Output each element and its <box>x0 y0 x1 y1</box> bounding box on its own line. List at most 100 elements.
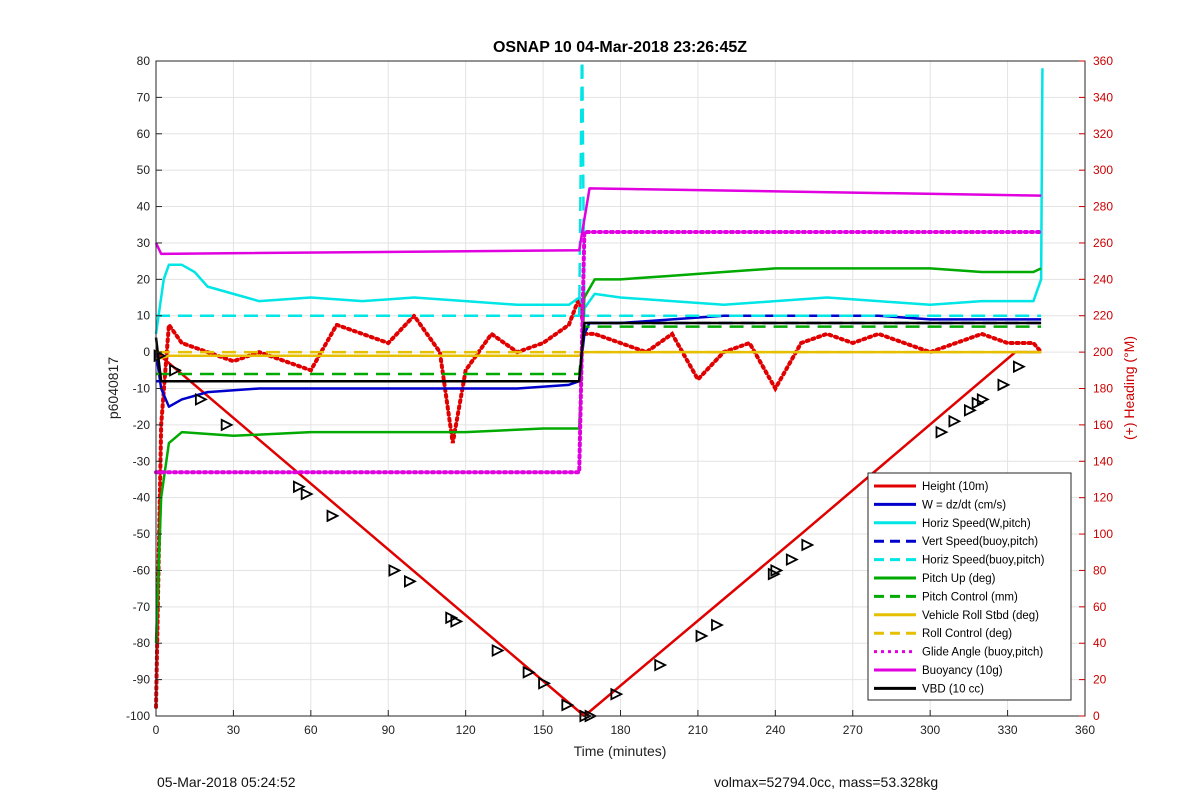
y-axis-label: p6040817 <box>105 357 121 420</box>
legend-label: Vehicle Roll Stbd (deg) <box>922 610 1039 622</box>
series-line-7 <box>155 350 1042 361</box>
y2-tick-label: 320 <box>1093 127 1113 141</box>
y2-tick-label: 100 <box>1093 527 1113 541</box>
y-tick-label: -70 <box>133 600 151 614</box>
y2-axis-ticks: 0 20 40 60 80 100 120 140 160 180 200 220 240 260 280 3… <box>1079 54 1113 723</box>
series-line-11 <box>154 321 1042 383</box>
x-tick-label: 330 <box>998 723 1018 737</box>
height-marker <box>801 538 815 552</box>
y-tick-label: -90 <box>133 673 151 687</box>
y2-tick-label: 300 <box>1093 163 1113 177</box>
y-tick-label: -60 <box>133 563 151 577</box>
x-tick-label: 300 <box>920 723 940 737</box>
y2-tick-label: 280 <box>1093 200 1113 214</box>
y-tick-label: -50 <box>133 527 151 541</box>
y-tick-label: 70 <box>137 90 151 104</box>
height-marker <box>293 480 306 494</box>
height-marker <box>935 425 949 439</box>
y-tick-label: -20 <box>133 418 151 432</box>
height-marker <box>300 487 314 501</box>
legend-label: Pitch Control (mm) <box>922 591 1018 603</box>
height-marker <box>948 414 962 428</box>
legend-label: Buoyancy (10g) <box>922 665 1003 677</box>
volmax-mass-annotation: volmax=52794.0cc, mass=53.328kg <box>714 774 939 790</box>
y-tick-label: 30 <box>137 236 151 250</box>
height-marker <box>610 687 624 701</box>
series-line-10 <box>154 187 1042 256</box>
x-tick-label: 270 <box>843 723 863 737</box>
height-marker <box>194 392 208 406</box>
x-tick-label: 90 <box>382 723 396 737</box>
legend-label: Glide Angle (buoy,pitch) <box>922 647 1043 659</box>
y2-tick-label: 240 <box>1093 272 1113 286</box>
legend-label: W = dz/dt (cm/s) <box>922 499 1006 511</box>
height-marker <box>538 676 552 690</box>
x-tick-label: 210 <box>688 723 708 737</box>
height-marker <box>785 553 799 566</box>
height-marker <box>561 698 575 712</box>
legend-label: Roll Control (deg) <box>922 628 1012 640</box>
y-tick-label: -80 <box>133 636 151 650</box>
y2-tick-label: 80 <box>1093 563 1107 577</box>
series-line-2 <box>154 68 1044 335</box>
legend-label: Horiz Speed(W,pitch) <box>922 518 1031 530</box>
legend-box <box>867 472 1072 701</box>
height-marker <box>654 658 668 672</box>
y-tick-label: 20 <box>137 272 151 286</box>
legend-label: Horiz Speed(buoy,pitch) <box>922 555 1045 567</box>
y2-tick-label: 200 <box>1093 345 1113 359</box>
y2-tick-label: 360 <box>1093 54 1113 68</box>
x-tick-label: 180 <box>610 723 630 737</box>
y2-tick-label: 60 <box>1093 600 1107 614</box>
legend-label: Pitch Up (deg) <box>922 573 996 585</box>
height-marker <box>767 567 781 581</box>
x-tick-label: 0 <box>153 723 160 737</box>
height-marker <box>388 563 402 577</box>
y-tick-label: 50 <box>137 163 151 177</box>
y2-tick-label: 220 <box>1093 309 1113 323</box>
series-lines <box>154 59 1044 718</box>
x-axis-ticks: 0 30 60 90 120 150 180 210 240 270 300 330 360 <box>153 710 1095 737</box>
x-tick-label: 30 <box>227 723 241 737</box>
y-tick-label: -30 <box>133 454 151 468</box>
y2-tick-label: 0 <box>1093 709 1100 723</box>
height-marker <box>963 403 977 417</box>
x-tick-label: 360 <box>1075 723 1095 737</box>
x-tick-label: 150 <box>533 723 553 737</box>
y-tick-label: -40 <box>133 491 151 505</box>
y-tick-label: 0 <box>143 345 150 359</box>
y-tick-label: 10 <box>137 309 151 323</box>
x-axis-label: Time (minutes) <box>574 743 667 759</box>
series-line-5 <box>154 267 1042 644</box>
height-marker <box>976 392 990 406</box>
y2-tick-label: 40 <box>1093 636 1107 650</box>
height-marker <box>220 418 234 432</box>
y2-tick-label: 20 <box>1093 673 1107 687</box>
x-tick-label: 120 <box>456 723 476 737</box>
height-marker <box>491 644 505 657</box>
height-marker <box>169 363 183 377</box>
height-marker <box>770 563 784 577</box>
x-tick-label: 240 <box>765 723 785 737</box>
y-tick-label: 60 <box>137 127 151 141</box>
height-marker <box>522 665 536 679</box>
height-marker <box>695 629 709 643</box>
chart-title: OSNAP 10 04-Mar-2018 23:26:45Z <box>493 39 747 56</box>
y-tick-label: -10 <box>133 382 151 396</box>
legend-label: VBD (10 cc) <box>922 683 984 695</box>
height-marker <box>450 614 464 628</box>
y-tick-label: -100 <box>126 709 150 723</box>
timestamp-annotation: 05-Mar-2018 05:24:52 <box>157 774 296 790</box>
x-tick-label: 60 <box>304 723 318 737</box>
y2-tick-label: 340 <box>1093 90 1113 104</box>
series-line-4 <box>156 59 1042 317</box>
y2-tick-label: 180 <box>1093 382 1113 396</box>
height-marker <box>997 378 1011 392</box>
y2-axis-label: (+) Heading (°M) <box>1121 336 1137 440</box>
y2-tick-label: 140 <box>1093 454 1113 468</box>
height-marker <box>1013 360 1026 374</box>
y2-tick-label: 160 <box>1093 418 1113 432</box>
height-marker <box>326 509 340 523</box>
y-tick-label: 80 <box>137 54 151 68</box>
